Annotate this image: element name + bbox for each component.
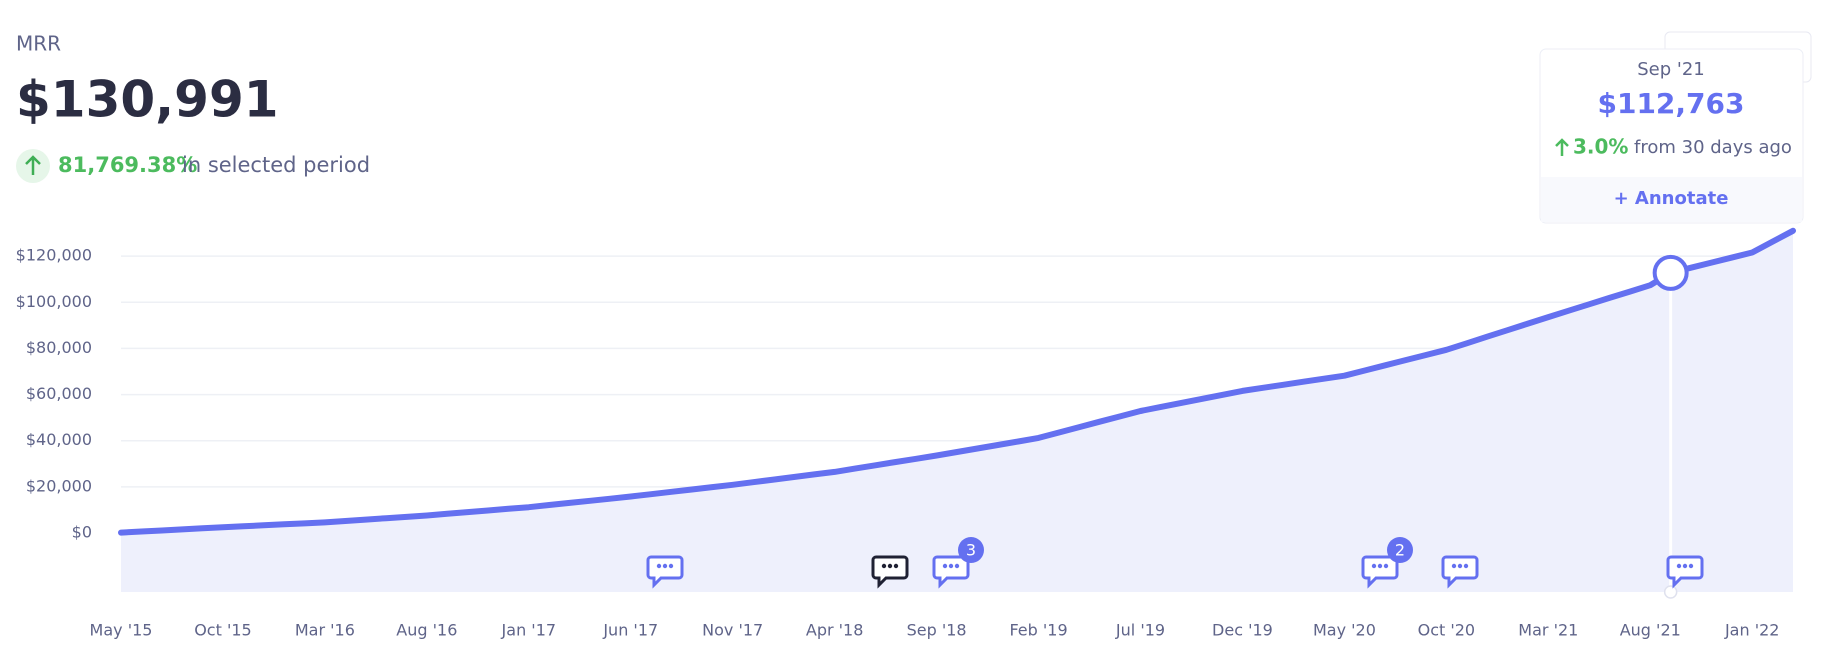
tooltip-value: $112,763	[1597, 87, 1744, 120]
x-tick-label: Dec '19	[1212, 621, 1273, 640]
y-tick-label: $40,000	[26, 430, 92, 449]
annotation-count: 3	[966, 541, 976, 560]
annotation-dot	[942, 563, 948, 569]
annotation-icon	[1666, 555, 1704, 589]
annotation[interactable]: 2	[1361, 537, 1413, 589]
annotation-dot	[893, 563, 899, 569]
hover-foot	[1663, 585, 1678, 599]
annotation-dot	[1676, 563, 1682, 569]
x-tick-label: Aug '16	[396, 621, 457, 640]
annotation-dot	[1682, 563, 1688, 569]
x-tick-label: Mar '16	[295, 621, 355, 640]
tooltip-arrow	[1555, 138, 1569, 156]
annotation-dot	[656, 563, 662, 569]
annotation-dot	[948, 563, 954, 569]
annotation-icon	[871, 555, 909, 589]
plot: $0 $20,000 $40,000 $60,000 $80,000 $100,000 $1…	[16, 227, 1796, 640]
annotation[interactable]	[1666, 555, 1704, 589]
tooltip: Sep '21 $112,763 3.0% from 30 days ago +…	[1539, 48, 1804, 224]
annotation-dot	[887, 563, 893, 569]
annotation-dot	[662, 563, 668, 569]
x-tick-label: May '15	[90, 621, 153, 640]
x-tick-label: Oct '15	[194, 621, 252, 640]
x-tick-label: Feb '19	[1009, 621, 1067, 640]
annotate-button[interactable]: + Annotate	[1614, 188, 1729, 209]
annotation[interactable]	[646, 555, 684, 589]
x-tick-label: Jul '19	[1115, 621, 1165, 640]
annotation-dot	[668, 563, 674, 569]
annotation[interactable]	[871, 555, 909, 589]
metric-change-text: in selected period	[182, 153, 370, 177]
hover-point	[1652, 254, 1689, 291]
x-tick-label: Mar '21	[1518, 621, 1578, 640]
x-tick-label: Aug '21	[1620, 621, 1681, 640]
x-tick-label: Nov '17	[702, 621, 763, 640]
annotation-dot	[881, 563, 887, 569]
y-tick-label: $20,000	[26, 476, 92, 495]
annotation-dot	[1463, 563, 1469, 569]
x-tick-label: Jan '22	[1724, 621, 1780, 640]
y-tick-label: $80,000	[26, 338, 92, 357]
annotation[interactable]	[1441, 555, 1479, 589]
annotation-dot	[1371, 563, 1377, 569]
annotation-count-badge	[958, 537, 984, 563]
x-tick-label: Sep '18	[907, 621, 967, 640]
annotation-dot	[1688, 563, 1694, 569]
x-tick-label: May '20	[1313, 621, 1376, 640]
tooltip-date: Sep '21	[1637, 59, 1705, 80]
metric-value: $130,991	[16, 71, 279, 129]
annotation[interactable]: 3	[932, 537, 984, 589]
annotation-dot	[1451, 563, 1457, 569]
area	[121, 230, 1793, 593]
annotation-dot	[954, 563, 960, 569]
annotation-dot	[1457, 563, 1463, 569]
x-tick-label: Oct '20	[1418, 621, 1476, 640]
up-arrow	[25, 155, 41, 175]
annotation-icon	[1441, 555, 1479, 589]
tooltip-change-text: from 30 days ago	[1634, 137, 1792, 158]
tooltip-footer	[1541, 177, 1802, 222]
y-tick-label: $0	[72, 523, 92, 542]
metric-label: MRR	[16, 32, 61, 56]
annotation-count-badge	[1387, 537, 1413, 563]
annotation-count: 2	[1395, 541, 1405, 560]
annotation-dot	[1383, 563, 1389, 569]
x-tick-label: Jun '17	[602, 621, 658, 640]
metric-change: 81,769.38%	[58, 153, 197, 177]
x-tick-label: Apr '18	[806, 621, 864, 640]
y-tick-label: $120,000	[16, 246, 92, 265]
x-tick-label: Jan '17	[501, 621, 557, 640]
y-tick-label: $60,000	[26, 384, 92, 403]
line	[118, 227, 1796, 536]
annotation-icon	[646, 555, 684, 589]
tooltip-change: 3.0%	[1573, 135, 1628, 159]
y-tick-label: $100,000	[16, 292, 92, 311]
annotation-dot	[1377, 563, 1383, 569]
